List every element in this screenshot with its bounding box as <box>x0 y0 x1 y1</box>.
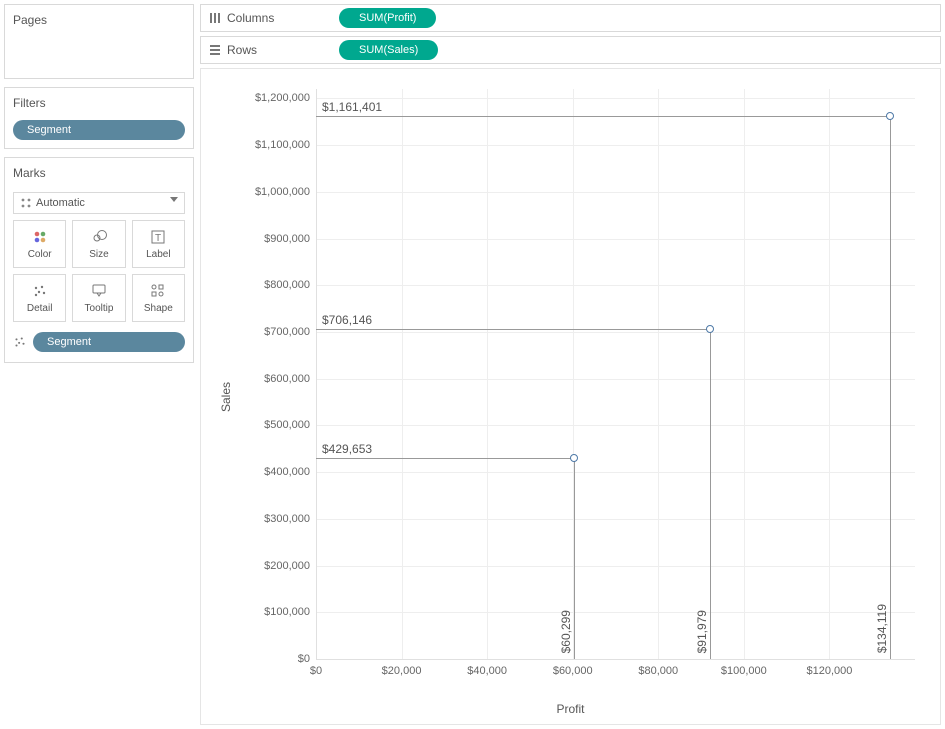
y-tick: $0 <box>298 653 310 665</box>
data-point[interactable] <box>570 454 578 462</box>
shape-field-icon <box>13 335 27 349</box>
x-tick: $0 <box>310 665 322 677</box>
filters-title: Filters <box>5 88 193 120</box>
x-tick: $60,000 <box>553 665 593 677</box>
plot-area[interactable]: $0$100,000$200,000$300,000$400,000$500,0… <box>316 89 915 659</box>
mark-label-profit: $134,119 <box>875 604 889 653</box>
rows-pill[interactable]: SUM(Sales) <box>339 40 438 60</box>
shape-auto-icon <box>20 197 32 209</box>
label-icon: T <box>150 229 166 245</box>
color-icon <box>32 229 48 245</box>
filter-pill-segment[interactable]: Segment <box>13 120 185 140</box>
mark-color-button[interactable]: Color <box>13 220 66 268</box>
mark-type-select[interactable]: Automatic <box>13 192 185 214</box>
y-tick: $300,000 <box>264 513 310 525</box>
y-tick: $500,000 <box>264 419 310 431</box>
mark-label-sales: $429,653 <box>322 442 372 456</box>
svg-text:T: T <box>155 233 161 244</box>
marks-card: Marks Automatic Color <box>4 157 194 363</box>
y-tick: $900,000 <box>264 233 310 245</box>
tooltip-icon <box>91 283 107 299</box>
rows-shelf[interactable]: Rows SUM(Sales) <box>200 36 941 64</box>
mark-label-profit: $60,299 <box>559 610 573 653</box>
mark-tooltip-label: Tooltip <box>85 303 114 314</box>
columns-icon <box>209 12 221 24</box>
y-axis-title: Sales <box>219 381 233 411</box>
x-tick: $100,000 <box>721 665 767 677</box>
dropline-v <box>574 458 575 659</box>
detail-icon <box>32 283 48 299</box>
y-tick: $800,000 <box>264 279 310 291</box>
dropline-v <box>890 116 891 659</box>
mark-label-sales: $1,161,401 <box>322 100 382 114</box>
viz-canvas[interactable]: Sales Profit $0$100,000$200,000$300,000$… <box>200 68 941 725</box>
mark-shape-label: Shape <box>144 303 173 314</box>
shape-pill-segment[interactable]: Segment <box>33 332 185 352</box>
columns-label-text: Columns <box>227 11 274 25</box>
y-tick: $100,000 <box>264 606 310 618</box>
mark-shape-button[interactable]: Shape <box>132 274 185 322</box>
rows-shelf-label: Rows <box>209 43 329 57</box>
y-tick: $1,000,000 <box>255 186 310 198</box>
mark-detail-label: Detail <box>27 303 53 314</box>
columns-pill[interactable]: SUM(Profit) <box>339 8 436 28</box>
data-point[interactable] <box>706 325 714 333</box>
mark-label-label: Label <box>146 249 170 260</box>
marks-buttons-grid: Color Size T Label <box>5 220 193 322</box>
mark-size-button[interactable]: Size <box>72 220 125 268</box>
columns-shelf[interactable]: Columns SUM(Profit) <box>200 4 941 32</box>
x-axis-title: Profit <box>201 702 940 716</box>
rows-label-text: Rows <box>227 43 257 57</box>
y-tick: $600,000 <box>264 373 310 385</box>
rows-icon <box>209 44 221 56</box>
pages-shelf[interactable]: Pages <box>4 4 194 79</box>
marks-title: Marks <box>5 158 193 190</box>
mark-size-label: Size <box>89 249 108 260</box>
mark-detail-button[interactable]: Detail <box>13 274 66 322</box>
y-tick: $1,100,000 <box>255 139 310 151</box>
mark-tooltip-button[interactable]: Tooltip <box>72 274 125 322</box>
mark-label-button[interactable]: T Label <box>132 220 185 268</box>
dropline-h <box>316 329 710 330</box>
mark-label-sales: $706,146 <box>322 313 372 327</box>
size-icon <box>91 229 107 245</box>
x-tick: $120,000 <box>806 665 852 677</box>
pages-title: Pages <box>5 5 193 37</box>
dropline-h <box>316 458 574 459</box>
y-tick: $1,200,000 <box>255 92 310 104</box>
dropline-v <box>710 329 711 659</box>
filters-shelf[interactable]: Filters Segment <box>4 87 194 149</box>
shape-icon <box>150 283 166 299</box>
mark-color-label: Color <box>28 249 52 260</box>
y-tick: $200,000 <box>264 560 310 572</box>
x-tick: $80,000 <box>638 665 678 677</box>
columns-shelf-label: Columns <box>209 11 329 25</box>
chevron-down-icon <box>170 197 178 202</box>
dropline-h <box>316 116 890 117</box>
y-tick: $400,000 <box>264 466 310 478</box>
data-point[interactable] <box>886 112 894 120</box>
mark-label-profit: $91,979 <box>695 610 709 653</box>
y-tick: $700,000 <box>264 326 310 338</box>
x-tick: $40,000 <box>467 665 507 677</box>
x-tick: $20,000 <box>382 665 422 677</box>
mark-type-label: Automatic <box>36 197 85 209</box>
